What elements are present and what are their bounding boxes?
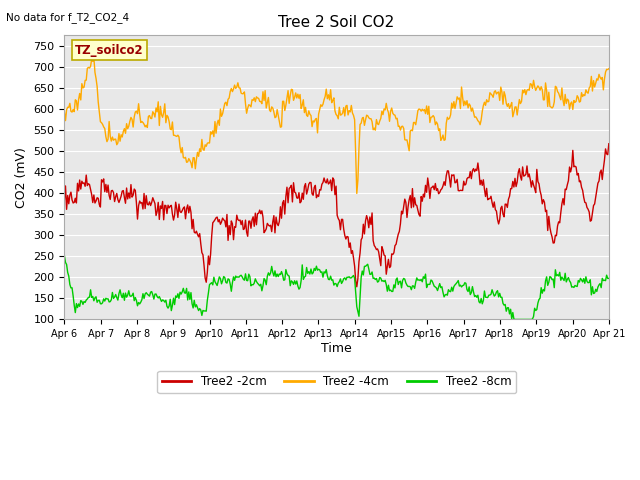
Text: TZ_soilco2: TZ_soilco2 [76,44,144,57]
Tree2 -4cm [353,191,360,196]
Tree2 -8cm [61,253,68,259]
Tree2 -2cm [61,196,68,202]
Tree2 -8cm [605,276,612,281]
Tree2 -4cm [594,77,602,83]
Tree2 -4cm [320,97,328,103]
Tree2 -2cm [593,187,601,192]
X-axis label: Time: Time [321,342,352,355]
Tree2 -8cm [323,267,330,273]
Tree2 -2cm [508,186,516,192]
Line: Tree2 -8cm: Tree2 -8cm [65,256,609,319]
Tree2 -4cm [61,109,68,115]
Text: No data for f_T2_CO2_4: No data for f_T2_CO2_4 [6,12,129,23]
Tree2 -8cm [511,316,519,322]
Title: Tree 2 Soil CO2: Tree 2 Soil CO2 [278,15,395,30]
Tree2 -4cm [90,55,98,60]
Tree2 -8cm [507,306,515,312]
Line: Tree2 -2cm: Tree2 -2cm [65,144,609,287]
Tree2 -2cm [353,284,360,289]
Y-axis label: CO2 (mV): CO2 (mV) [15,147,28,208]
Tree2 -8cm [319,274,327,280]
Tree2 -4cm [387,108,394,114]
Line: Tree2 -4cm: Tree2 -4cm [65,58,609,193]
Tree2 -4cm [357,120,365,126]
Tree2 -2cm [319,180,327,185]
Tree2 -8cm [593,288,601,294]
Tree2 -4cm [323,96,331,102]
Tree2 -8cm [385,282,392,288]
Tree2 -4cm [509,114,516,120]
Tree2 -2cm [605,141,612,146]
Tree2 -2cm [356,250,364,256]
Tree2 -8cm [355,313,363,319]
Tree2 -2cm [386,265,394,271]
Legend: Tree2 -2cm, Tree2 -4cm, Tree2 -8cm: Tree2 -2cm, Tree2 -4cm, Tree2 -8cm [157,371,516,393]
Tree2 -2cm [323,180,330,186]
Tree2 -4cm [605,66,612,72]
